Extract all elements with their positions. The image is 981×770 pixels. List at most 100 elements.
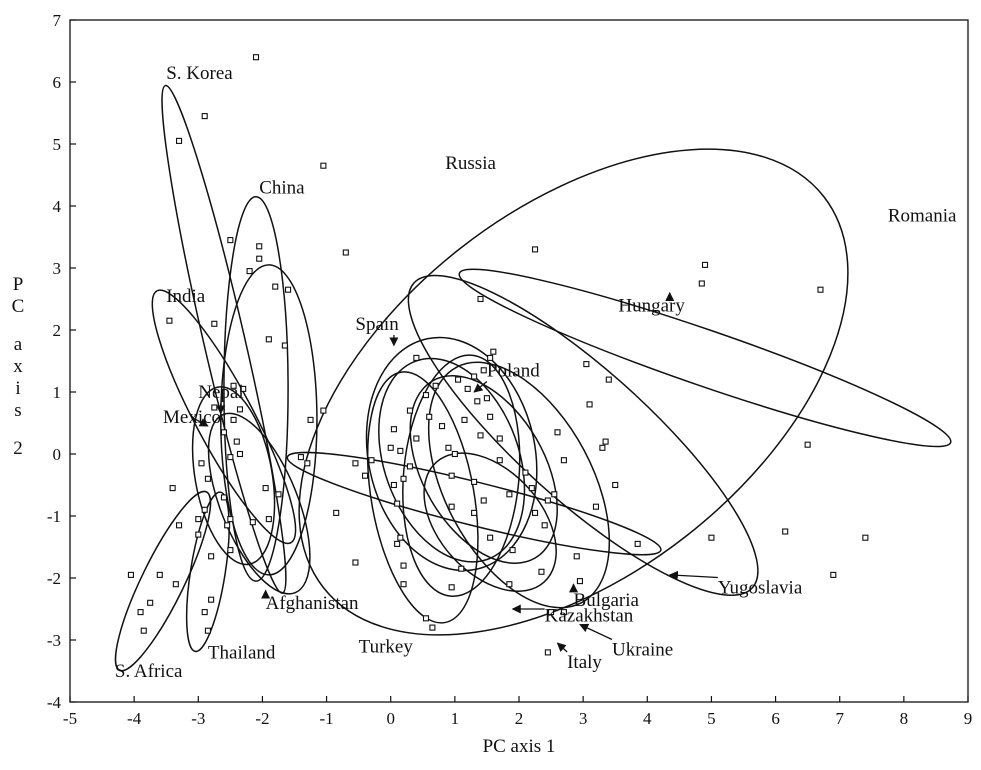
region-label: Italy — [567, 652, 602, 673]
data-point — [406, 463, 414, 470]
data-point — [147, 599, 154, 606]
data-point — [175, 137, 183, 144]
region-ellipse — [366, 371, 479, 624]
data-point — [236, 450, 244, 458]
data-point — [538, 568, 545, 575]
region-ellipse — [185, 491, 230, 653]
arrow-layer — [191, 291, 718, 653]
data-point — [445, 444, 452, 451]
region-ellipse — [427, 361, 611, 609]
x-tick-label: -2 — [255, 709, 269, 728]
data-point — [140, 627, 147, 634]
data-point — [464, 385, 471, 392]
data-point — [201, 113, 208, 120]
data-point — [471, 373, 478, 380]
data-point — [506, 491, 513, 498]
x-tick-label: 1 — [451, 709, 460, 728]
data-point — [406, 407, 414, 414]
data-point — [211, 320, 218, 327]
data-point — [448, 584, 455, 591]
y-axis-title-char: 2 — [13, 438, 23, 459]
data-point — [198, 460, 205, 467]
y-tick-label: 5 — [53, 135, 62, 154]
region-label: Thailand — [208, 643, 276, 664]
region-label: Turkey — [359, 636, 414, 657]
data-point — [204, 627, 211, 634]
data-point — [224, 522, 231, 529]
data-point — [413, 354, 420, 361]
data-point — [413, 435, 420, 442]
data-point — [586, 401, 593, 408]
data-point — [137, 609, 144, 616]
data-point — [548, 609, 555, 616]
data-point — [227, 547, 234, 554]
data-point — [233, 438, 240, 445]
region-label: Bulgaria — [574, 590, 640, 611]
x-tick-label: 4 — [643, 709, 652, 728]
data-point — [320, 407, 327, 414]
data-point — [496, 435, 503, 442]
data-point — [471, 509, 478, 516]
data-point — [429, 624, 436, 631]
y-tick-label: -3 — [47, 631, 61, 650]
data-point — [490, 348, 497, 355]
data-point — [265, 516, 272, 523]
y-tick-label: 7 — [53, 11, 62, 30]
data-point — [195, 516, 202, 523]
label-layer: S. Korea China Russia Romania Hungary India Sp… — [115, 63, 957, 682]
data-point — [246, 268, 253, 275]
data-point — [333, 509, 340, 516]
region-label: India — [166, 286, 206, 307]
y-axis-title-char: C — [12, 296, 25, 317]
data-point — [227, 516, 234, 523]
data-point — [541, 522, 548, 529]
data-point — [320, 162, 327, 169]
data-point — [487, 413, 494, 420]
x-tick-label: 0 — [386, 709, 395, 728]
data-point — [368, 457, 375, 464]
region-ellipse — [114, 490, 212, 672]
region-label: Russia — [445, 153, 496, 174]
data-point — [483, 395, 490, 402]
data-point — [249, 519, 256, 526]
x-tick-label: 3 — [579, 709, 588, 728]
y-tick-label: -2 — [47, 569, 61, 588]
data-point — [487, 354, 494, 361]
y-axis-title-char: P — [13, 274, 24, 295]
data-point — [390, 426, 397, 433]
region-label: Nepal — [198, 382, 243, 403]
region-label: Mexico — [163, 407, 221, 428]
data-point — [592, 503, 600, 510]
data-point — [426, 413, 433, 420]
region-ellipse — [378, 357, 526, 563]
region-ellipse — [423, 452, 557, 592]
data-point — [782, 528, 789, 535]
data-point — [156, 571, 163, 578]
data-point — [477, 432, 484, 439]
region-ellipse — [219, 264, 318, 576]
data-point — [397, 447, 404, 454]
data-point — [560, 457, 567, 464]
data-point — [394, 540, 401, 547]
y-tick-label: -4 — [47, 693, 62, 712]
data-point — [265, 336, 272, 343]
region-ellipse — [402, 354, 521, 597]
data-point — [455, 376, 462, 383]
region-ellipse — [191, 386, 276, 566]
data-point — [480, 497, 487, 504]
data-point — [862, 534, 869, 541]
region-ellipse — [298, 148, 849, 636]
x-tick-label: -3 — [191, 709, 205, 728]
data-point — [307, 416, 314, 423]
data-point — [342, 249, 349, 256]
data-point — [394, 500, 401, 507]
data-point — [220, 494, 227, 501]
data-point — [708, 534, 715, 541]
data-point — [400, 581, 407, 588]
data-point — [432, 382, 439, 389]
data-point — [208, 553, 215, 560]
data-point — [451, 450, 458, 458]
y-tick-label: 1 — [53, 383, 62, 402]
data-point — [573, 553, 580, 560]
